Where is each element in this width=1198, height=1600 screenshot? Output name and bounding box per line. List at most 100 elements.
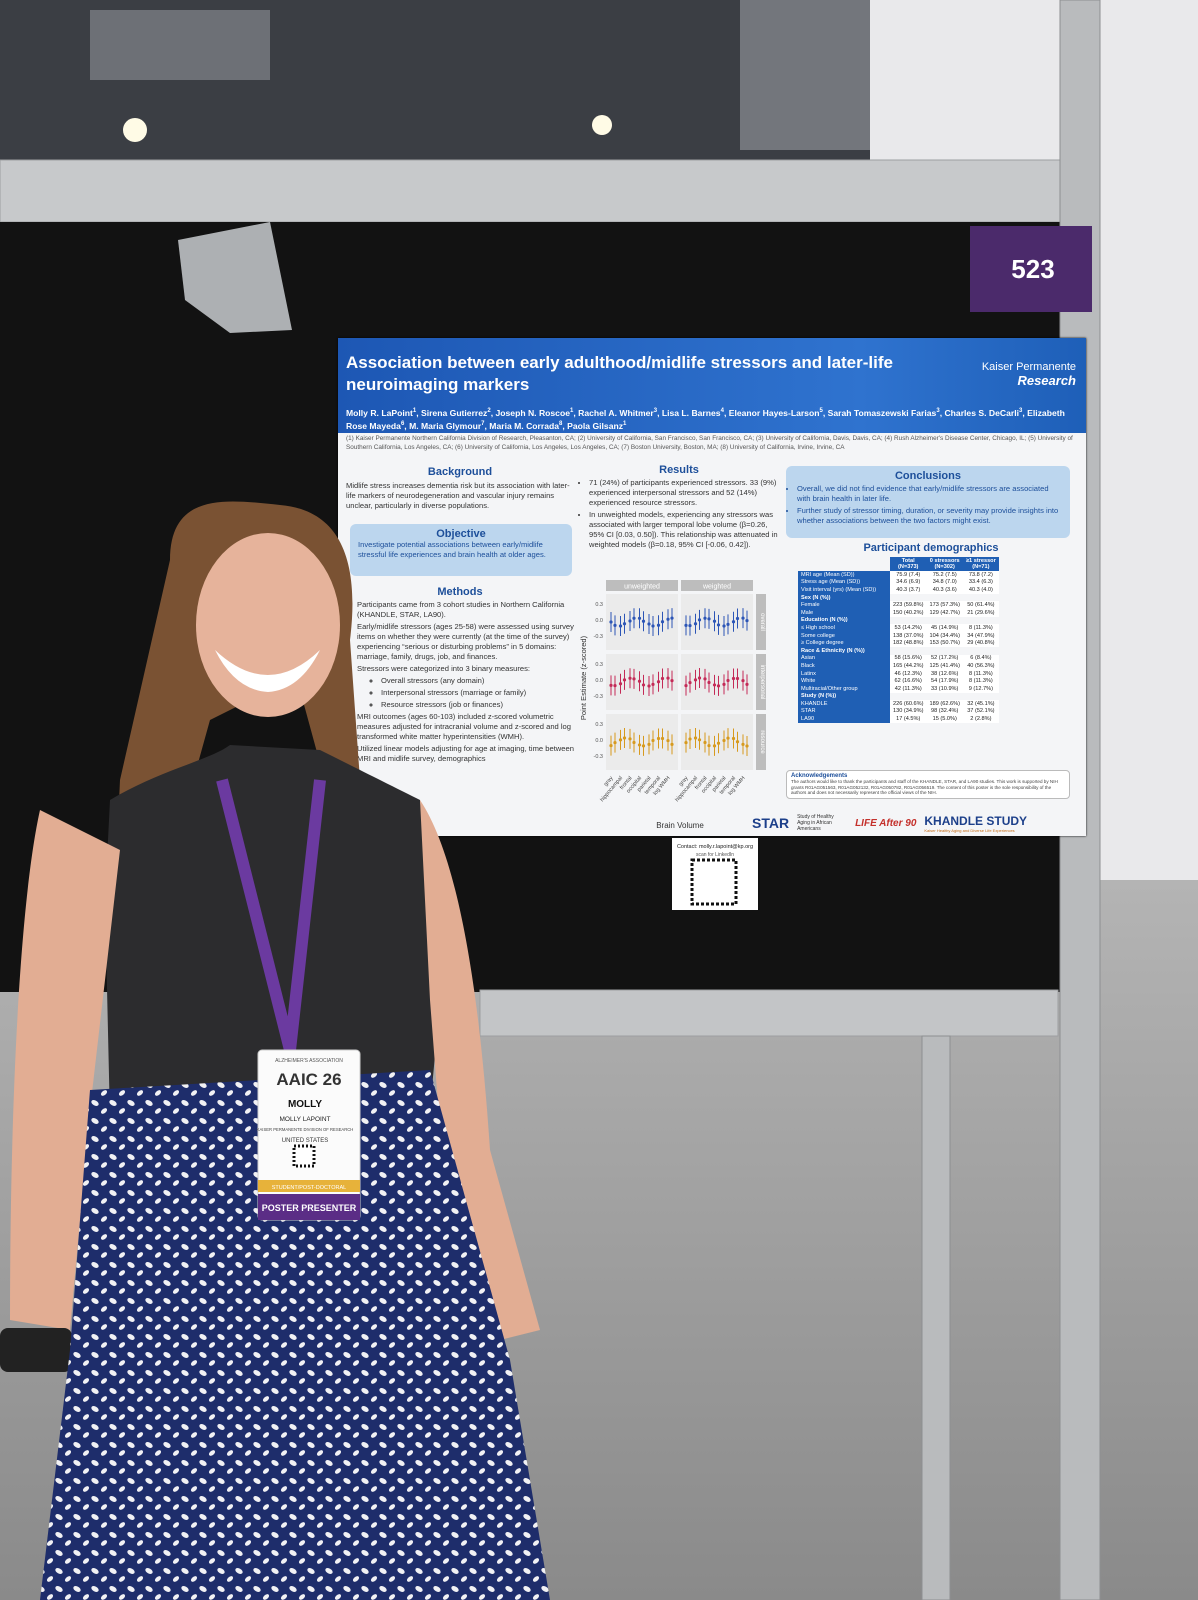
author-affiliation: 1	[412, 408, 417, 414]
author-affiliation: 1	[569, 408, 574, 414]
method-item: MRI outcomes (ages 60-103) included z-sc…	[357, 712, 574, 742]
point	[722, 682, 726, 686]
point	[707, 743, 711, 748]
row-label: Latinx	[798, 669, 890, 678]
table-row: LA90 17 (4.5%) 15 (5.0%) 2 (2.8%)	[798, 715, 999, 723]
point	[693, 678, 698, 682]
y-tick-label: -0.3	[594, 694, 603, 700]
row-label: Race & Ethnicity (N (%))	[798, 646, 890, 655]
point	[632, 740, 636, 745]
row-strip	[756, 594, 766, 650]
point	[647, 622, 651, 626]
point	[609, 744, 613, 748]
point	[637, 679, 642, 683]
y-tick-label: 0.0	[595, 738, 603, 744]
poster: Association between early adulthood/midl…	[338, 338, 1086, 836]
panel	[606, 654, 678, 710]
author-affiliation: 3	[936, 408, 940, 414]
point	[651, 682, 655, 686]
skirt	[40, 1070, 550, 1600]
table-cell: 46 (12.3%)	[890, 669, 927, 678]
conclusion-item: Further study of stressor timing, durati…	[797, 506, 1064, 526]
point	[688, 737, 692, 741]
method-text: Participants came from 3 cohort studies …	[357, 600, 565, 619]
point	[693, 736, 698, 740]
column-n: (N=71)	[972, 564, 990, 570]
row-label: Education (N (%))	[798, 616, 890, 625]
point	[693, 622, 698, 626]
row-label: Visit interval (yrs) (Mean (SD))	[798, 586, 890, 594]
heading: Conclusions	[894, 470, 961, 482]
conclusions-list: Overall, we did not find evidence that e…	[786, 484, 1070, 526]
row-label: MRI age (Mean (SD))	[798, 571, 890, 579]
table-cell: 104 (34.4%)	[926, 631, 963, 640]
panel	[681, 714, 753, 770]
point	[651, 624, 655, 628]
booth-tag	[970, 226, 1092, 312]
badge-org: ALZHEIMER'S ASSOCIATION	[275, 1058, 343, 1064]
point	[632, 677, 636, 681]
row-label: Female	[798, 601, 890, 609]
point	[745, 744, 749, 748]
bottom-rail	[479, 989, 1059, 1037]
table-row: Sex (N (%))	[798, 593, 999, 602]
method-subitem: Resource stressors (job or finances)	[381, 700, 574, 710]
ceiling-light	[592, 115, 612, 135]
table-cell: 40.3 (4.0)	[962, 586, 999, 594]
author-name: Sarah Tomaszewski Farias	[827, 407, 937, 418]
method-item: Participants came from 3 cohort studies …	[357, 600, 574, 620]
author-name: Paola Gilsanz	[567, 420, 624, 431]
point	[703, 677, 707, 681]
facet-strip	[681, 580, 753, 591]
point	[609, 620, 613, 624]
table-cell: 34.6 (6.9)	[890, 578, 927, 587]
table-cell: 150 (40.2%)	[890, 608, 927, 617]
method-item: Early/midlife stressors (ages 25-58) wer…	[357, 622, 574, 662]
facet-strip	[606, 580, 678, 591]
point	[731, 676, 736, 681]
point	[647, 742, 651, 746]
table-cell: 223 (59.8%)	[890, 601, 927, 609]
table-cell: 50 (61.4%)	[962, 601, 999, 609]
row-label: ≤ High school	[798, 624, 890, 632]
row-label: LA90	[798, 715, 890, 723]
x-tick-label: gray	[603, 775, 615, 787]
badge-full-name: MOLLY LAPOINT	[279, 1116, 330, 1123]
column-header: ≥1 stressor (N=71)	[962, 557, 999, 571]
badge-first-name: MOLLY	[288, 1099, 322, 1110]
methods-list: Participants came from 3 cohort studies …	[346, 600, 574, 764]
point	[618, 738, 623, 742]
table-row: Visit interval (yrs) (Mean (SD)) 40.3 (3.…	[798, 586, 999, 594]
logo-khandle-name: KHANDLE STUDY	[924, 813, 1028, 828]
author-name: Rachel A. Whitmer	[578, 407, 654, 418]
point	[688, 624, 692, 628]
x-axis-label: Brain Volume	[656, 821, 704, 830]
author: Elizabeth Rose Mayeda6,	[346, 407, 1065, 431]
point	[741, 616, 745, 620]
contact-note: scan for LinkedIn	[696, 852, 734, 858]
demographics: Participant demographics Total (N=373) 0 s…	[786, 542, 1076, 723]
column-n: (N=302)	[934, 564, 955, 570]
column-name: Total	[901, 558, 915, 564]
booth-number: 523	[1011, 254, 1054, 284]
table-cell: 34 (47.9%)	[962, 631, 999, 640]
author-affiliation: 5	[819, 408, 823, 414]
point	[697, 676, 702, 680]
table-cell: 53 (14.2%)	[890, 624, 927, 632]
brand: Kaiser Permanente Research	[982, 360, 1076, 389]
point	[716, 741, 721, 745]
point	[609, 683, 613, 687]
poster-title: Association between early adulthood/midl…	[346, 353, 893, 394]
table-cell: 52 (17.2%)	[926, 654, 963, 663]
point	[722, 624, 726, 628]
row-label: Black	[798, 662, 890, 670]
point	[632, 616, 636, 620]
table-row: Race & Ethnicity (N (%))	[798, 646, 999, 655]
method-subitem: Interpersonal stressors (marriage or fam…	[381, 688, 574, 698]
row-label: ≥ College degree	[798, 639, 890, 647]
author-affiliation: 4	[720, 408, 724, 414]
logo-star-sub: Study of Healthy Aging in African Americ…	[797, 814, 834, 832]
heading: Results	[659, 464, 699, 476]
point	[651, 738, 655, 743]
